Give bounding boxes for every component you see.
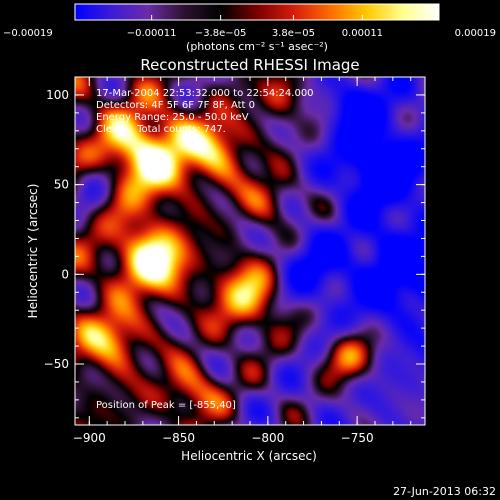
- colorbar-tick-label: −0.00011: [127, 28, 177, 39]
- y-tick-label: −50: [44, 357, 69, 371]
- x-tick-label: −800: [251, 431, 284, 445]
- colorbar-unit-label: (photons cm⁻² s⁻¹ asec⁻²): [186, 40, 328, 53]
- y-tick-label: 100: [46, 88, 69, 102]
- annotation-energy-range: Energy Range: 25.0 - 50.0 keV: [96, 112, 249, 123]
- annotation-detectors: Detectors: 4F 5F 6F 7F 8F, Att 0: [96, 100, 255, 111]
- colorbar: [74, 3, 440, 21]
- y-axis-label: Heliocentric Y (arcsec): [26, 184, 40, 319]
- y-tick-label: 50: [54, 178, 69, 192]
- annotation-peak: Position of Peak = [-855,40]: [96, 400, 236, 411]
- colorbar-tick-label: −3.8e−05: [195, 28, 247, 39]
- colorbar-tick-label: −0.00019: [3, 28, 53, 39]
- annotation-time-range: 17-Mar-2004 22:53:32.000 to 22:54:24.000: [96, 88, 314, 99]
- x-axis-label: Heliocentric X (arcsec): [181, 449, 317, 463]
- colorbar-tick-label: 0.00019: [455, 28, 496, 39]
- chart-title: Reconstructed RHESSI Image: [140, 56, 359, 74]
- y-tick-label: 0: [61, 267, 69, 281]
- footer-date: 27-Jun-2013 06:32: [393, 485, 496, 498]
- colorbar-ticks: −0.00019 −0.00011 −3.8e−05 3.8e−05 0.00011 0.…: [3, 15, 496, 39]
- colorbar-tick-label: 3.8e−05: [272, 28, 315, 39]
- heatmap-image: [75, 77, 425, 425]
- x-tick-label: −750: [341, 431, 374, 445]
- x-tick-label: −850: [162, 431, 195, 445]
- colorbar-tick-label: 0.00011: [342, 28, 383, 39]
- annotation-algorithm: Clean Total counts: 747.: [96, 124, 226, 135]
- axis-ticks: −900 −850 −800 −750 −50 0 50 100: [44, 76, 425, 445]
- x-tick-label: −900: [73, 431, 106, 445]
